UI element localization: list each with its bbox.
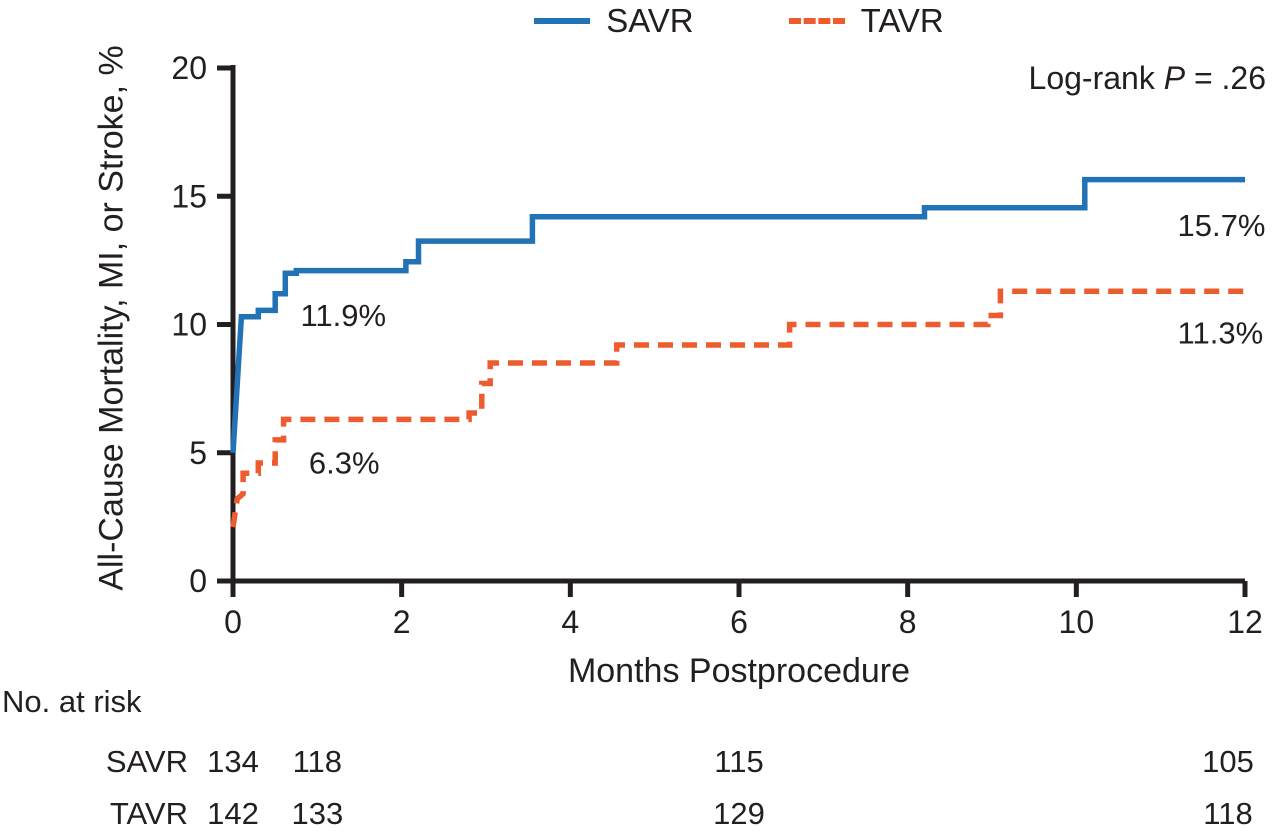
km-plot-canvas: 0 5 10 15 20 0 2 4 6 8 10 12 11.9% 15.7% 6.3% 11.3% [171,50,1266,640]
x-tick-label: 6 [730,604,748,640]
y-tick-label: 10 [171,307,207,343]
x-tick-label: 4 [561,604,579,640]
risk-row-label: TAVR [109,796,188,831]
risk-count: 115 [714,744,764,779]
risk-count: 129 [713,796,765,831]
risk-count: 134 [207,744,259,779]
legend-label-savr: SAVR [606,2,694,39]
y-tick-label: 20 [171,50,207,86]
legend-item-savr: SAVR [534,2,694,40]
series-label-savr: 11.9% [300,298,386,333]
series-curve-tavr [230,288,1245,528]
logrank-suffix: = .26 [1185,60,1266,96]
risk-count: 142 [207,796,259,831]
legend-item-tavr: TAVR [788,2,944,40]
risk-row-savr: SAVR 134 118 115 105 [0,744,1280,784]
risk-table-title: No. at risk [2,684,142,719]
series-label-tavr: 6.3% [309,445,380,480]
x-axis-title: Months Postprocedure [567,652,911,690]
series-curve-savr [230,176,1245,453]
series-label-tavr: 11.3% [1178,316,1264,351]
logrank-prefix: Log-rank [1028,60,1164,96]
x-tick-label: 12 [1227,604,1263,640]
risk-row-tavr: TAVR 142 133 129 118 [0,796,1280,836]
tavr-dashed-line-swatch [788,18,845,24]
series-label-savr: 15.7% [1178,208,1266,243]
risk-count: 105 [1202,744,1254,779]
logrank-annotation: Log-rank P = .26 [1029,60,1266,97]
x-tick-label: 10 [1059,604,1095,640]
y-tick-label: 0 [189,563,207,599]
risk-row-label: SAVR [105,744,188,779]
x-tick-label: 0 [224,604,242,640]
y-tick-label: 15 [171,178,207,214]
savr-solid-line-swatch [534,18,591,24]
x-tick-label: 2 [393,604,411,640]
logrank-p-italic: P [1163,60,1186,96]
legend-label-tavr: TAVR [860,2,944,39]
x-tick-label: 8 [899,604,917,640]
chart-legend: SAVR TAVR [233,0,1245,42]
risk-count: 118 [1203,796,1253,831]
risk-count: 133 [291,796,344,831]
risk-count: 118 [292,744,343,779]
y-tick-label: 5 [189,435,207,471]
